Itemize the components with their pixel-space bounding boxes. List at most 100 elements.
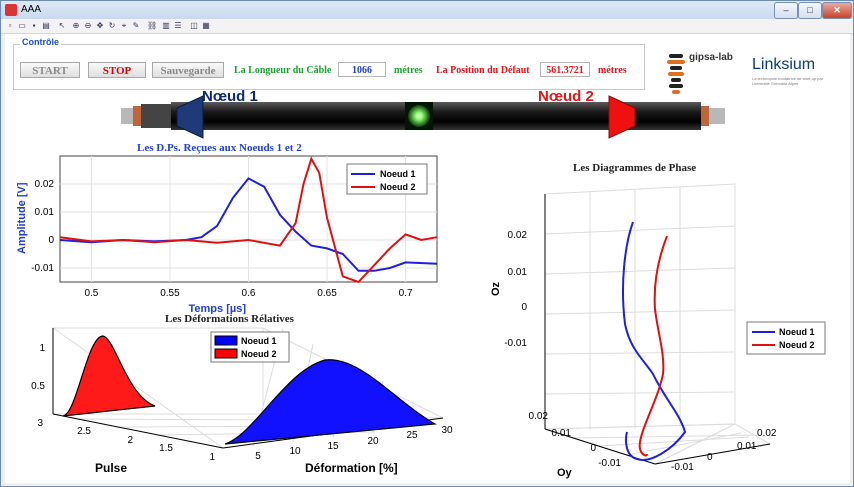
phase-series-noeud-2 (638, 235, 668, 457)
legend-label-noeud-1: Noeud 1 (241, 336, 277, 346)
deformation-y-axis-label: Pulse (95, 461, 127, 475)
legend-label-noeud-1: Noeud 1 (779, 327, 815, 337)
deformation-z-tick: 0.5 (31, 381, 45, 392)
phase-series-noeud-1 (621, 221, 687, 461)
deformation-y-tick: 2 (127, 435, 133, 446)
figure-area: Contrôle START STOP Sauvegarde La Longue… (5, 34, 850, 483)
deformation-x-tick: 15 (327, 441, 339, 452)
legend-icon[interactable]: ☰ (174, 21, 182, 30)
node1-sensor (176, 95, 204, 139)
fault-spark-icon (408, 105, 430, 127)
app-icon (5, 4, 17, 16)
deformation-y-tick: 2.5 (77, 426, 91, 437)
dp-series-noeud-2 (59, 156, 438, 284)
node2-label: Nœud 2 (538, 88, 594, 105)
deformation-x-tick: 10 (289, 446, 301, 457)
new-icon[interactable]: ▫ (8, 21, 12, 30)
phase-x-tick: 0 (707, 452, 713, 463)
node2-sensor (608, 95, 636, 139)
deformation-x-axis-label: Déformation [%] (305, 461, 398, 475)
dp-y-tick: 0.01 (35, 207, 55, 218)
deformation-z-tick: 1 (39, 343, 45, 354)
legend-swatch-noeud-1 (214, 335, 238, 346)
phase-y-tick: 0.01 (552, 428, 572, 439)
phase-y-tick: 0.02 (529, 411, 549, 422)
cable-length-field[interactable]: 1066 (338, 62, 386, 77)
control-panel: Contrôle START STOP Sauvegarde La Longue… (13, 37, 645, 90)
phase-y-axis-label: Oy (557, 467, 573, 479)
save-icon[interactable]: ▪ (32, 21, 36, 30)
show-icon[interactable]: ▦ (202, 21, 210, 30)
start-button[interactable]: START (20, 62, 80, 78)
dp-x-axis-label: Temps [µs] (189, 303, 247, 314)
title-bar[interactable]: AAA – □ ✕ (1, 1, 853, 19)
hide-icon[interactable]: ◫ (190, 21, 198, 30)
dp-x-tick: 0.7 (399, 288, 413, 299)
figure-toolbar: ▫ ▭ ▪ ▤ ↖ ⊕ ⊖ ✥ ↻ ⌖ ✎ ⛓ ▥ ☰ ◫ ▦ (1, 19, 853, 34)
pointer-icon[interactable]: ↖ (58, 21, 66, 30)
dp-y-tick: 0.02 (35, 179, 55, 190)
linksium-tagline: La technopole fondatrice de start-up par… (752, 76, 823, 86)
dp-y-tick: -0.01 (31, 263, 54, 274)
close-button[interactable]: ✕ (822, 2, 852, 19)
phase-y-tick: -0.01 (598, 458, 621, 469)
phase-x-tick: 0.02 (757, 428, 777, 439)
phase-z-tick: 0.01 (508, 267, 528, 278)
fault-position-unit: métres (598, 65, 627, 76)
phase-x-tick: -0.01 (671, 462, 694, 473)
deformation-area-noeud-1 (224, 359, 437, 445)
save-button[interactable]: Sauvegarde (152, 62, 224, 78)
deformation-x-tick: 25 (406, 430, 418, 441)
deformation-x-tick: 5 (255, 451, 261, 462)
minimize-button[interactable]: – (774, 2, 798, 19)
data-cursor-icon[interactable]: ⌖ (121, 21, 127, 30)
pan-icon[interactable]: ✥ (96, 21, 104, 30)
linksium-logo: Linksium La technopole fondatrice de sta… (750, 48, 842, 98)
phase-y-tick: 0 (590, 443, 596, 454)
node1-label: Nœud 1 (202, 88, 258, 105)
brush-icon[interactable]: ✎ (132, 21, 140, 30)
legend-label-noeud-2: Noeud 2 (380, 182, 416, 192)
dp-legend (346, 163, 428, 195)
stop-button[interactable]: STOP (88, 62, 146, 78)
deformation-legend: Noeud 1 Noeud 2 (210, 331, 290, 363)
dp-chart[interactable]: 0.5 0.55 0.6 0.65 0.7 -0.01 0 0.01 0.02 Temps [µs… (5, 152, 445, 314)
cable-graphic (121, 95, 725, 139)
window-title: AAA (21, 4, 42, 15)
deformation-y-tick: 1 (209, 452, 215, 463)
gipsa-emblem-icon (667, 54, 685, 94)
fault-position-field[interactable]: 561.3721 (540, 62, 590, 77)
print-icon[interactable]: ▤ (42, 21, 50, 30)
phase-chart-title: Les Diagrammes de Phase (573, 162, 697, 174)
cable-copper-left (133, 106, 141, 126)
open-icon[interactable]: ▭ (18, 21, 26, 30)
colorbar-icon[interactable]: ▥ (162, 21, 170, 30)
dp-x-tick: 0.6 (242, 288, 256, 299)
deformation-chart-title: Les Déformations Rélatives (165, 313, 294, 325)
gipsa-lab-logo: gipsa-lab (665, 48, 753, 104)
legend-label-noeud-2: Noeud 2 (779, 340, 815, 350)
deformation-x-tick: 20 (367, 436, 379, 447)
link-icon[interactable]: ⛓ (147, 21, 158, 30)
legend-label-noeud-1: Noeud 1 (380, 169, 416, 179)
zoom-in-icon[interactable]: ⊕ (72, 21, 80, 30)
phase-legend: Noeud 1 Noeud 2 (746, 321, 826, 355)
cable-sheath-left (141, 104, 171, 128)
phase-chart[interactable]: 0.02 0.01 0 -0.01 0.02 0.01 0 -0.01 -0.0… (475, 174, 850, 482)
deformation-y-tick: 3 (37, 418, 43, 429)
dp-y-tick: 0 (48, 235, 54, 246)
control-panel-title: Contrôle (20, 37, 61, 47)
deformation-chart[interactable]: 0.5 1 3 2.5 2 1.5 1 5 10 15 20 25 30 Pul… (15, 326, 467, 476)
dp-chart-title: Les D.Ps. Reçues aux Noeuds 1 et 2 (137, 142, 302, 154)
cable-copper-right (701, 106, 709, 126)
phase-z-tick: -0.01 (504, 338, 527, 349)
cable-length-unit: métres (394, 65, 423, 76)
legend-label-noeud-2: Noeud 2 (241, 349, 277, 359)
gipsa-lab-logo-text: gipsa-lab (689, 52, 733, 63)
maximize-button[interactable]: □ (798, 2, 822, 19)
zoom-out-icon[interactable]: ⊖ (84, 21, 92, 30)
rotate-icon[interactable]: ↻ (108, 21, 116, 30)
deformation-x-tick: 30 (441, 425, 453, 436)
dp-x-tick: 0.65 (317, 288, 337, 299)
